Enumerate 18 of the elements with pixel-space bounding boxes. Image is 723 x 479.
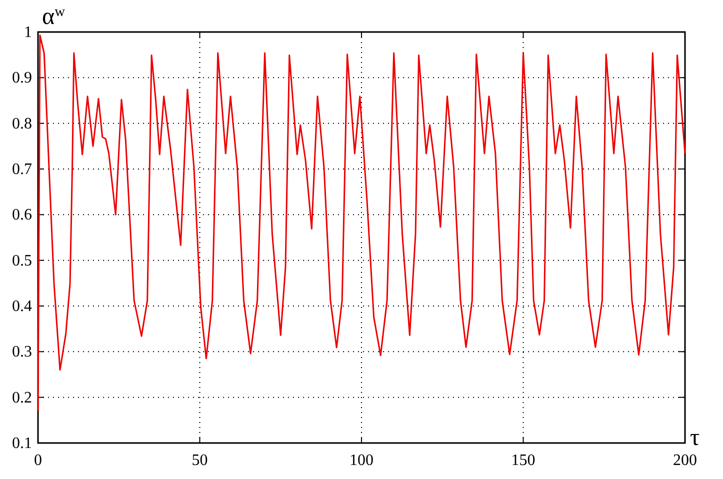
y-tick-label: 0.4 xyxy=(12,298,32,315)
y-tick-label: 0.3 xyxy=(12,344,32,361)
y-tick-label: 0.9 xyxy=(12,70,32,87)
y-axis-title: α$^{w}$ xyxy=(42,4,66,30)
y-tick-label: 0.6 xyxy=(12,206,32,224)
x-tick-label: 150 xyxy=(511,452,536,469)
x-tick-label: 50 xyxy=(192,452,208,469)
y-tick-label: 0.8 xyxy=(12,115,32,132)
y-tick-label: 0.5 xyxy=(12,252,32,270)
x-axis-title: τ xyxy=(690,425,700,451)
line-series xyxy=(37,34,686,412)
y-tick-label: 0.7 xyxy=(12,161,32,178)
y-tick-label: 1 xyxy=(24,24,32,41)
x-tick-label: 0 xyxy=(34,452,42,469)
x-tick-label: 200 xyxy=(673,452,697,469)
x-tick-label: 100 xyxy=(350,452,374,469)
y-tick-label: 0.2 xyxy=(12,389,32,406)
y-tick-label: 0.1 xyxy=(12,435,32,452)
